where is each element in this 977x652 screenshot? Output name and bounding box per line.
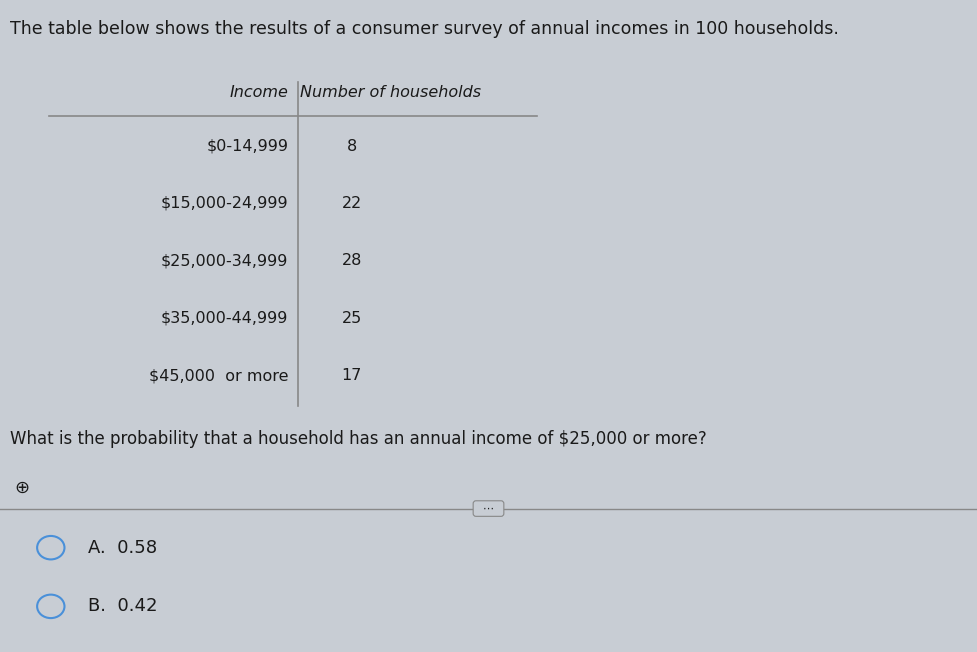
Text: What is the probability that a household has an annual income of $25,000 or more: What is the probability that a household… (10, 430, 706, 449)
Text: A.  0.58: A. 0.58 (88, 539, 157, 557)
Text: 28: 28 (342, 253, 361, 269)
Text: $45,000  or more: $45,000 or more (149, 368, 288, 383)
Text: 25: 25 (342, 310, 361, 326)
Text: ⊕: ⊕ (15, 479, 29, 497)
Text: 22: 22 (342, 196, 361, 211)
Text: $35,000-44,999: $35,000-44,999 (161, 310, 288, 326)
Text: Number of households: Number of households (300, 85, 482, 100)
Text: B.  0.42: B. 0.42 (88, 597, 157, 615)
Text: ⋯: ⋯ (476, 503, 501, 514)
Text: $0-14,999: $0-14,999 (206, 138, 288, 154)
Text: Income: Income (230, 85, 288, 100)
Text: The table below shows the results of a consumer survey of annual incomes in 100 : The table below shows the results of a c… (10, 20, 838, 38)
Text: $25,000-34,999: $25,000-34,999 (161, 253, 288, 269)
Text: 17: 17 (342, 368, 361, 383)
Text: 8: 8 (347, 138, 357, 154)
Text: $15,000-24,999: $15,000-24,999 (160, 196, 288, 211)
